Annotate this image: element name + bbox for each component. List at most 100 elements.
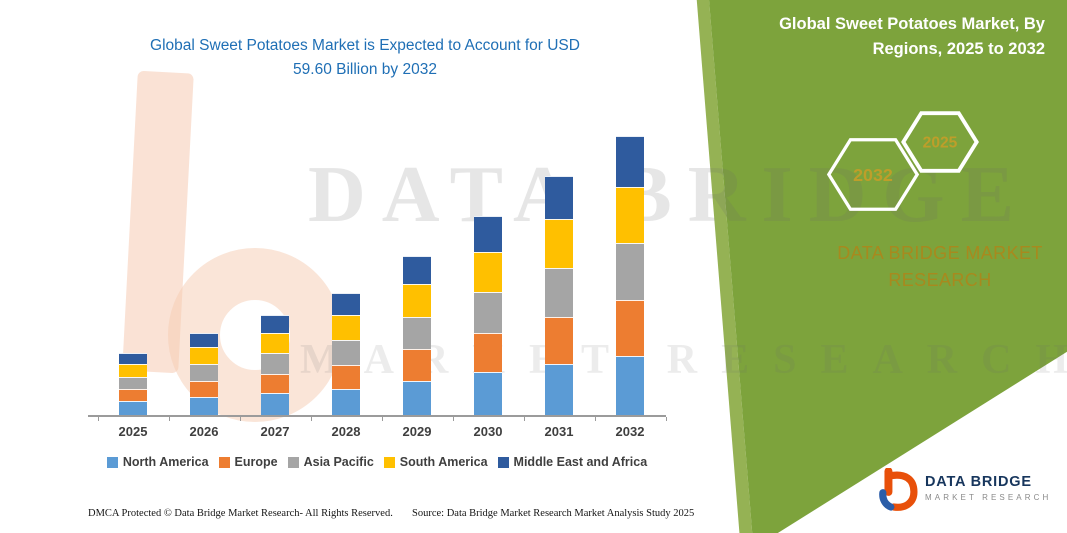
bar-segment-2027-south-america	[261, 333, 289, 354]
bar-segment-2027-north-america	[261, 393, 289, 415]
legend-item-north-america: North America	[106, 455, 209, 469]
bar-segment-2031-europe	[545, 316, 573, 364]
hexagon-year-label: 2025	[923, 134, 958, 151]
bar-segment-2032-north-america	[616, 355, 644, 415]
bar-segment-2029-north-america	[403, 380, 431, 415]
panel-brand-text: DATA BRIDGE MARKET RESEARCH	[818, 240, 1062, 294]
chart-headline-line1: Global Sweet Potatoes Market is Expected…	[150, 37, 580, 54]
x-axis-label-2029: 2029	[402, 424, 432, 439]
bar-segment-2031-asia-pacific	[545, 267, 573, 317]
bar-segment-2031-south-america	[545, 218, 573, 268]
logo-text-block: DATA BRIDGE MARKET RESEARCH	[925, 468, 1051, 502]
bar-segment-2025-north-america	[119, 401, 147, 415]
legend-item-asia-pacific: Asia Pacific	[287, 455, 374, 469]
axis-tick	[665, 417, 667, 421]
legend-label: North America	[122, 455, 209, 469]
legend-label: Europe	[234, 455, 278, 469]
bar-segment-2026-north-america	[190, 397, 218, 415]
axis-tick	[239, 417, 241, 421]
legend-swatch	[287, 456, 299, 468]
bar-segment-2029-middle-east-and-africa	[403, 255, 431, 285]
bar-segment-2025-asia-pacific	[119, 376, 147, 390]
legend-label: Middle East and Africa	[513, 455, 648, 469]
stacked-bar-2026	[190, 332, 218, 415]
legend-swatch	[497, 456, 509, 468]
bar-segment-2028-europe	[332, 364, 360, 389]
axis-tick	[381, 417, 383, 421]
panel-title-line2: Regions, 2025 to 2032	[872, 40, 1045, 58]
bar-segment-2028-south-america	[332, 315, 360, 341]
bar-segment-2030-europe	[474, 333, 502, 373]
hexagon-outline	[826, 138, 920, 211]
bar-segment-2030-asia-pacific	[474, 292, 502, 334]
panel-title: Global Sweet Potatoes Market, By Regions…	[715, 12, 1045, 62]
bar-segment-2026-asia-pacific	[190, 364, 218, 381]
bar-segment-2032-middle-east-and-africa	[616, 135, 644, 187]
stacked-bar-2028	[332, 293, 360, 415]
axis-tick	[310, 417, 312, 421]
bar-segment-2026-middle-east-and-africa	[190, 332, 218, 348]
panel-brand-line1: DATA BRIDGE MARKET	[837, 243, 1043, 263]
chart-legend: North America Europe Asia Pacific South Ame…	[80, 455, 674, 469]
legend-swatch	[383, 456, 395, 468]
x-axis-label-2028: 2028	[331, 424, 361, 439]
bar-segment-2030-middle-east-and-africa	[474, 216, 502, 253]
bar-segment-2027-middle-east-and-africa	[261, 315, 289, 334]
stacked-bar-2030	[474, 216, 502, 415]
hexagon-outline	[901, 111, 979, 173]
x-axis-label-2026: 2026	[189, 424, 219, 439]
bar-segment-2030-north-america	[474, 372, 502, 415]
bar-segment-2029-europe	[403, 349, 431, 381]
stacked-bar-2032	[616, 135, 644, 415]
bar-segment-2032-europe	[616, 300, 644, 356]
data-bridge-b-icon	[879, 468, 918, 511]
bar-segment-2032-asia-pacific	[616, 243, 644, 301]
company-logo: DATA BRIDGE MARKET RESEARCH	[878, 468, 1051, 511]
x-axis-label-2032: 2032	[615, 424, 645, 439]
x-axis-label-2027: 2027	[260, 424, 290, 439]
hexagon-badge-2032: 2032	[826, 138, 920, 211]
bar-segment-2025-europe	[119, 389, 147, 402]
legend-label: Asia Pacific	[303, 455, 374, 469]
axis-tick	[452, 417, 454, 421]
legend-swatch	[218, 456, 230, 468]
axis-tick	[523, 417, 525, 421]
axis-tick	[97, 417, 99, 421]
bar-segment-2025-south-america	[119, 363, 147, 377]
bar-segment-2028-north-america	[332, 388, 360, 415]
x-axis-label-2030: 2030	[473, 424, 503, 439]
x-axis-labels: 2025 2026 2027 2028 2029 2030 2031 2032	[88, 424, 666, 440]
bar-segment-2028-middle-east-and-africa	[332, 293, 360, 316]
stacked-bar-chart-plot-area	[88, 120, 667, 421]
legend-swatch	[106, 456, 118, 468]
bar-segment-2030-south-america	[474, 252, 502, 293]
bar-segment-2029-south-america	[403, 284, 431, 317]
hexagon-badge-2025: 2025	[901, 111, 979, 173]
bar-segment-2027-europe	[261, 373, 289, 394]
x-axis-label-2031: 2031	[544, 424, 574, 439]
legend-item-middle-east-and-africa: Middle East and Africa	[497, 455, 648, 469]
logo-company-name: DATA BRIDGE	[925, 474, 1032, 490]
chart-headline-line2: 59.60 Billion by 2032	[293, 61, 437, 78]
footer-dmca-text: DMCA Protected © Data Bridge Market Rese…	[88, 508, 393, 519]
panel-brand-line2: RESEARCH	[888, 270, 992, 290]
logo-company-subtitle: MARKET RESEARCH	[925, 493, 1052, 502]
bar-segment-2032-south-america	[616, 186, 644, 244]
stacked-bar-2025	[119, 353, 147, 415]
axis-tick	[594, 417, 596, 421]
stacked-bar-2031	[545, 175, 573, 415]
bar-segment-2025-middle-east-and-africa	[119, 353, 147, 364]
x-axis-label-2025: 2025	[118, 424, 148, 439]
panel-title-line1: Global Sweet Potatoes Market, By	[779, 15, 1045, 33]
legend-item-south-america: South America	[383, 455, 488, 469]
stacked-bar-2029	[403, 255, 431, 415]
axis-tick	[168, 417, 170, 421]
chart-headline: Global Sweet Potatoes Market is Expected…	[90, 34, 640, 82]
bar-segment-2028-asia-pacific	[332, 340, 360, 365]
stacked-bar-2027	[261, 315, 289, 415]
bar-segment-2026-south-america	[190, 347, 218, 364]
bar-segment-2029-asia-pacific	[403, 316, 431, 350]
bar-segment-2031-north-america	[545, 363, 573, 415]
legend-item-europe: Europe	[218, 455, 278, 469]
